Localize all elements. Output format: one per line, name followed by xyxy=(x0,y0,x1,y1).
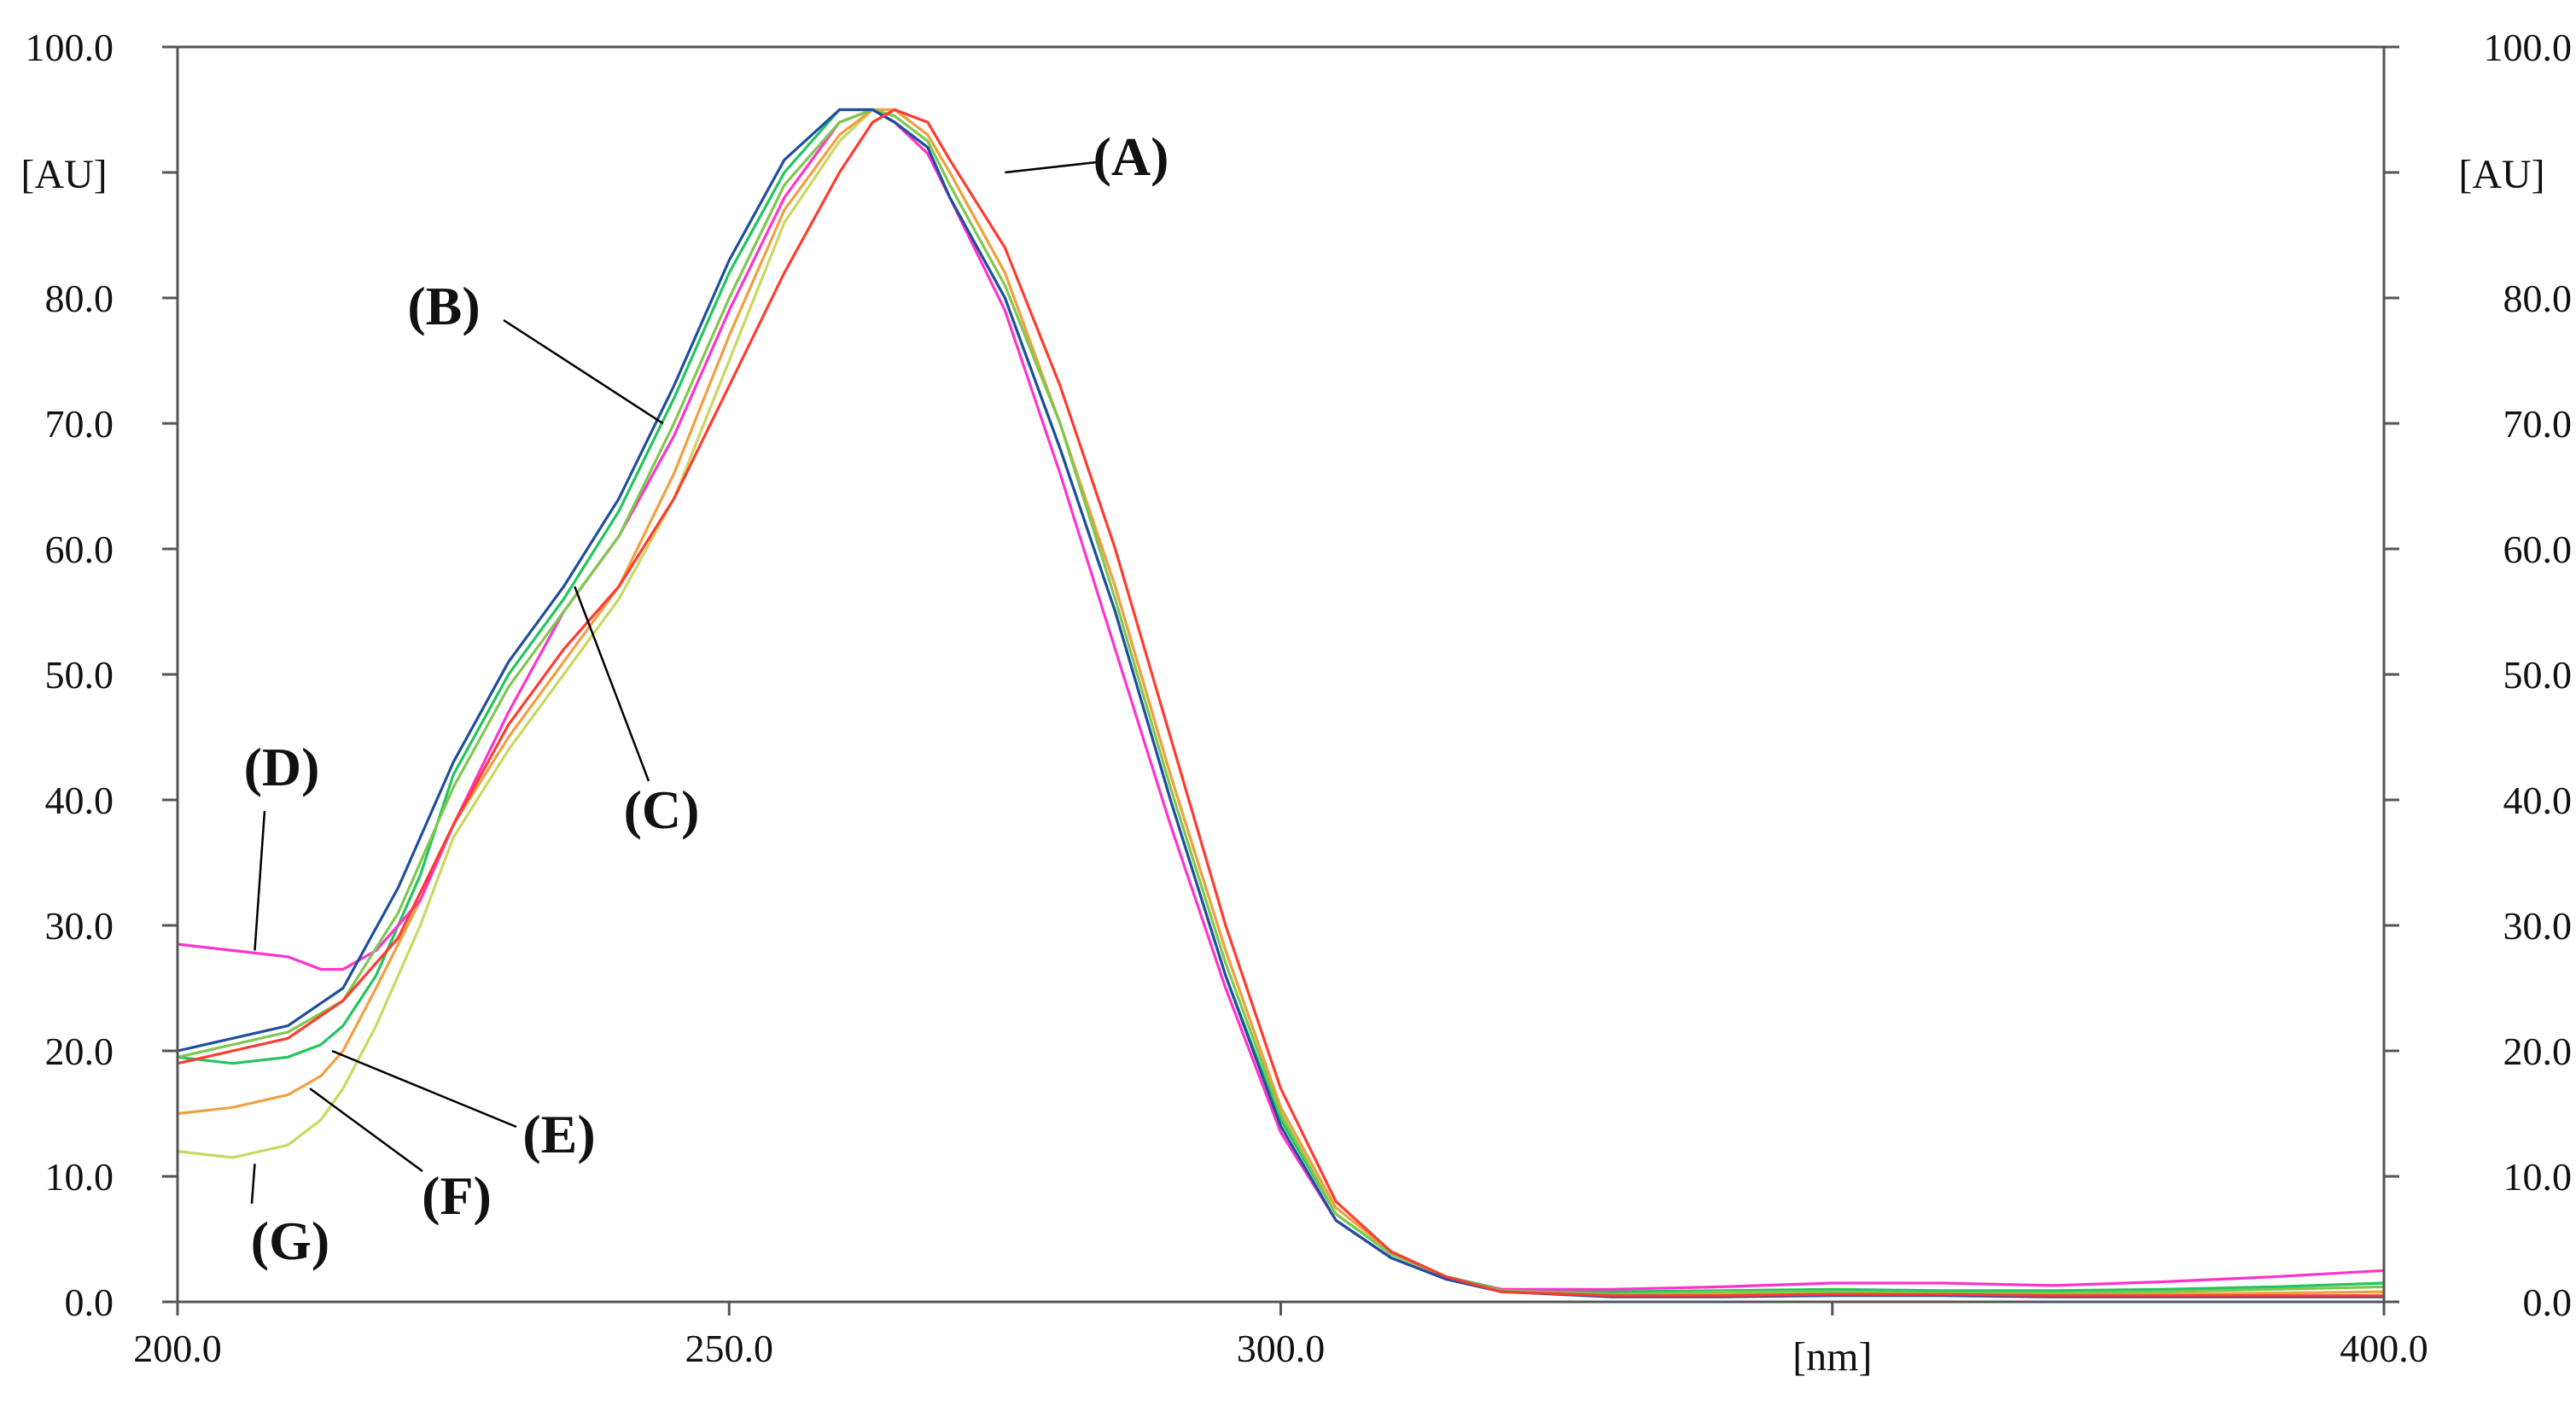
y-tick-label-right: 70.0 xyxy=(2503,402,2573,446)
annotation-leader xyxy=(1005,160,1098,174)
x-tick-label: 200.0 xyxy=(133,1327,222,1370)
annotation-leader xyxy=(250,1164,256,1205)
annotation-leader xyxy=(254,810,266,951)
y-tick-label-left: 10.0 xyxy=(45,1155,114,1199)
y-tick-label-right: 0.0 xyxy=(2523,1281,2573,1324)
y-tick-label-right: 60.0 xyxy=(2503,528,2573,571)
x-axis-unit: [nm] xyxy=(1792,1334,1872,1380)
y-tick-label-left: 50.0 xyxy=(45,653,114,697)
x-tick-label: 300.0 xyxy=(1237,1327,1326,1370)
annotation-label: (D) xyxy=(244,737,320,797)
series-line-c xyxy=(176,108,2386,1296)
annotation-leader xyxy=(309,1088,423,1173)
series-line-a xyxy=(176,108,2386,1298)
x-tick-label: 400.0 xyxy=(2340,1327,2428,1370)
y-tick-label-left: 0.0 xyxy=(65,1281,114,1324)
series-layer xyxy=(176,108,2386,1298)
annotation-label: (G) xyxy=(251,1211,329,1271)
y-tick-label-left: 20.0 xyxy=(45,1030,114,1073)
y-tick-label-right: 40.0 xyxy=(2503,779,2573,822)
y-tick-label-right: 80.0 xyxy=(2503,277,2573,320)
x-axis-labels: 200.0 250.0 300.0 400.0 xyxy=(133,1327,2428,1370)
annotation-label: (F) xyxy=(422,1165,492,1226)
annotation-label: (E) xyxy=(522,1104,595,1164)
y-axis-left-labels: 0.0 10.0 20.0 30.0 40.0 50.0 60.0 70.0 80.0 100.0 xyxy=(26,26,114,1324)
y-axis-right-unit: [AU] xyxy=(2458,152,2544,197)
y-tick-label-left: 70.0 xyxy=(45,402,114,446)
y-axis-left-unit: [AU] xyxy=(20,152,107,197)
x-tick-label: 250.0 xyxy=(685,1327,774,1370)
annotation-leader xyxy=(331,1049,517,1129)
axis-ticks xyxy=(162,45,2399,1316)
annotation-layer: (A) (B) (C) (D) (E) (F) (G) xyxy=(244,126,1169,1271)
y-tick-label-right: 10.0 xyxy=(2503,1155,2573,1199)
annotation-leader xyxy=(503,318,664,425)
annotation-leader xyxy=(574,586,650,782)
y-tick-label-left: 100.0 xyxy=(26,26,114,69)
y-axis-right-labels: 0.0 10.0 20.0 30.0 40.0 50.0 60.0 70.0 80.0 100.0 xyxy=(2484,26,2573,1324)
y-tick-label-left: 40.0 xyxy=(45,779,114,822)
y-tick-label-right: 30.0 xyxy=(2503,904,2573,948)
annotation-label: (A) xyxy=(1093,126,1169,187)
annotation-label: (B) xyxy=(407,276,480,336)
y-tick-label-right: 100.0 xyxy=(2484,26,2573,69)
y-tick-label-right: 20.0 xyxy=(2503,1030,2573,1073)
y-tick-label-left: 30.0 xyxy=(45,904,114,948)
y-tick-label-left: 60.0 xyxy=(45,528,114,571)
y-tick-label-right: 50.0 xyxy=(2503,653,2573,697)
plot-frame xyxy=(176,45,2386,1304)
y-tick-label-left: 80.0 xyxy=(45,277,114,320)
annotation-label: (C) xyxy=(624,779,700,840)
